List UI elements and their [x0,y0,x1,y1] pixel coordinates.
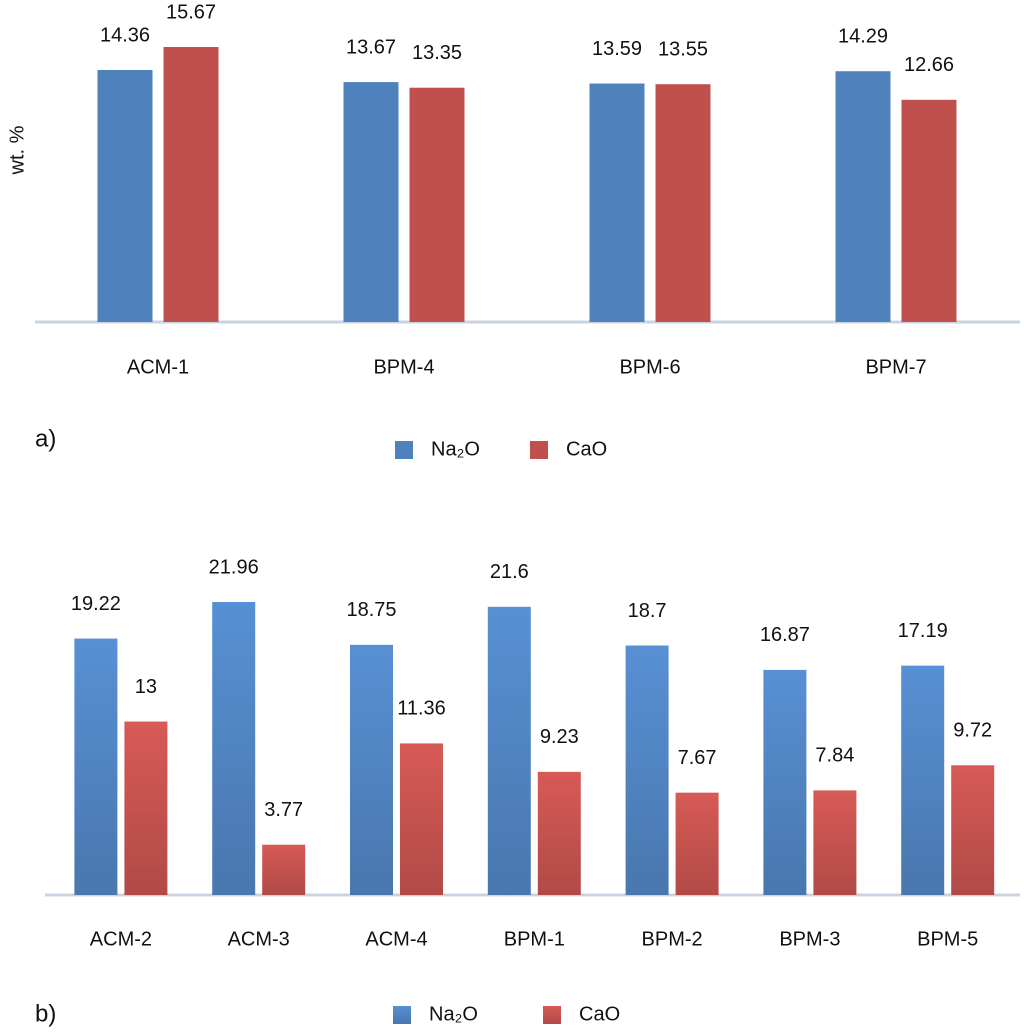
data-label: 21.96 [209,556,259,578]
x-tick-label: ACM-1 [127,356,189,378]
legend-label: Na₂O [431,438,480,460]
bar [901,665,945,895]
bar [589,83,645,322]
legend-swatch [393,1006,411,1024]
data-label: 9.72 [953,720,992,742]
bar [400,743,443,895]
data-label: 13.55 [658,38,708,60]
bar [487,606,531,895]
data-label: 14.29 [838,25,888,47]
x-tick-label: BPM-3 [779,928,840,950]
bar [97,69,153,322]
bar [350,644,393,895]
bar [625,645,669,895]
data-label: 14.36 [100,24,150,46]
legend-swatch [543,1006,561,1024]
x-tick-label: ACM-3 [228,928,290,950]
bar [655,84,711,322]
panel-label: b) [35,1000,56,1027]
legend-label: CaO [566,438,607,460]
x-tick-label: BPM-5 [917,928,978,950]
data-label: 13.59 [592,38,642,60]
bar [163,47,219,322]
x-tick-label: BPM-4 [373,356,434,378]
x-tick-label: BPM-1 [504,928,565,950]
bar [212,602,256,895]
panel-label: a) [35,425,56,452]
legend-swatch [530,441,548,459]
bar [901,99,957,322]
data-label: 21.6 [490,561,529,583]
data-label: 7.84 [815,745,854,767]
bar [74,638,118,895]
data-label: 16.87 [760,624,810,646]
data-label: 3.77 [264,799,303,821]
bar [409,87,465,322]
x-tick-label: BPM-2 [642,928,703,950]
x-tick-label: ACM-2 [90,928,152,950]
data-label: 13 [135,676,157,698]
bar [343,82,399,323]
bar [835,71,891,322]
data-label: 18.75 [346,599,396,621]
data-label: 15.67 [166,1,216,23]
bar [813,790,857,895]
data-label: 18.7 [628,600,667,622]
bar [124,721,168,895]
data-label: 7.67 [678,747,717,769]
bar [675,792,719,895]
bar [262,844,306,895]
x-tick-label: BPM-6 [619,356,680,378]
data-label: 13.35 [412,42,462,64]
data-label: 11.36 [397,698,446,720]
data-label: 13.67 [346,36,396,58]
data-label: 9.23 [540,726,579,748]
bar [537,771,581,895]
x-tick-label: ACM-4 [365,928,427,950]
legend-label: Na₂O [429,1003,478,1025]
bar [951,765,995,895]
bar [763,669,807,895]
legend-label: CaO [579,1003,620,1025]
data-label: 17.19 [898,620,948,642]
x-tick-label: BPM-7 [865,356,926,378]
data-label: 12.66 [904,54,954,76]
legend-swatch [395,441,413,459]
data-label: 19.22 [71,593,121,615]
y-axis-label: wt. % [6,125,28,175]
